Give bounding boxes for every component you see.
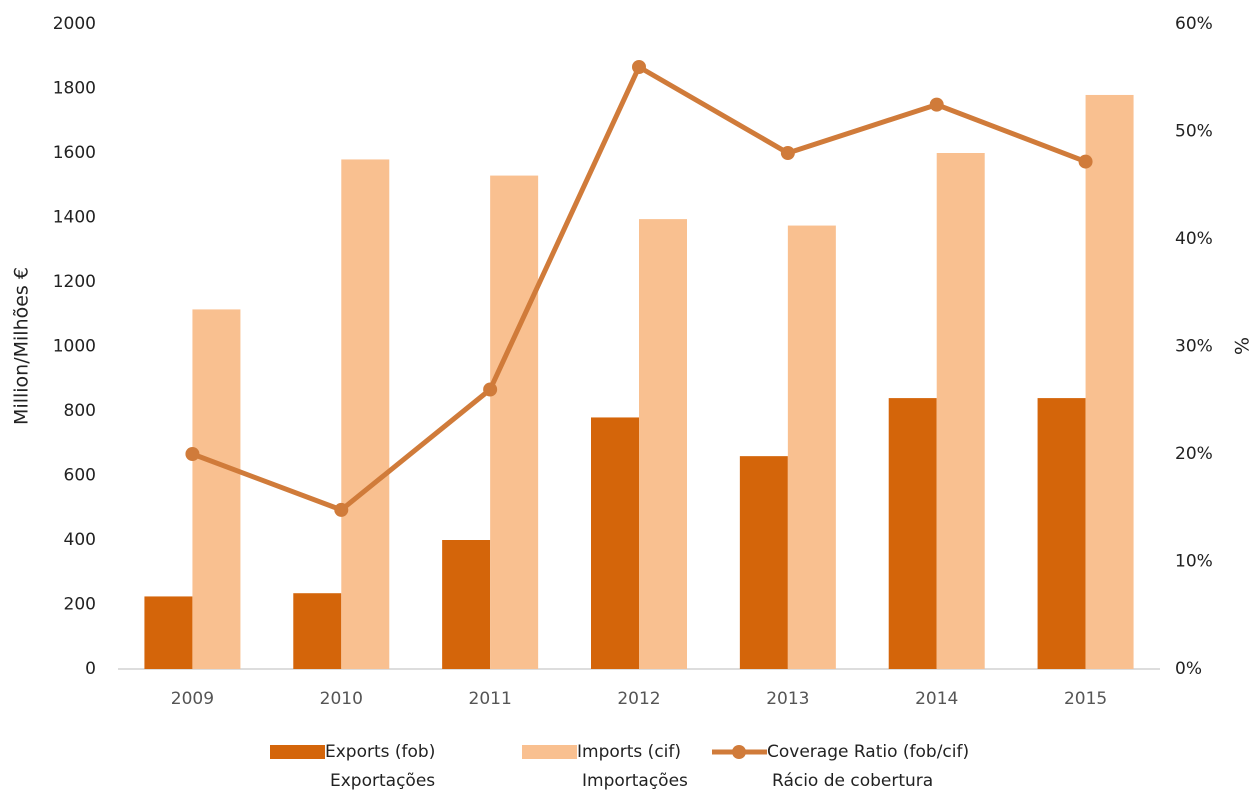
y-tick-label: 1000 [53,337,96,357]
y-tick-label: 600 [64,466,96,486]
bar [341,159,390,669]
y-tick-label: 2000 [53,14,96,34]
point [632,60,646,74]
y-tick-label: 400 [64,530,96,550]
legend-label: Rácio de cobertura [772,771,933,791]
y2-tick-label: 50% [1175,122,1213,142]
y-tick-label: 200 [64,595,96,615]
legend-swatch [270,745,325,759]
bar [639,219,687,670]
y-tick-label: 1600 [53,143,96,163]
legend-label: Imports (cif) [577,742,681,762]
y2-tick-label: 40% [1175,229,1213,249]
y-tick-label: 1400 [53,208,96,228]
bar [739,456,788,669]
y2-tick-label: 30% [1175,337,1213,357]
bar [192,309,241,669]
legend-swatch [522,745,577,759]
y-tick-label: 1800 [53,79,96,99]
y-tick-label: 1200 [53,272,96,292]
bar [936,153,985,669]
point [334,502,349,517]
legend-label: Importações [582,771,688,791]
x-tick-label: 2015 [1064,689,1107,709]
point [1078,154,1093,169]
bar [293,593,342,669]
x-tick-label: 2011 [469,689,512,709]
bar [888,398,937,669]
bar [787,225,836,669]
point [780,146,795,160]
legend-label: Coverage Ratio (fob/cif) [767,742,969,762]
x-tick-label: 2012 [617,689,660,709]
point [929,97,944,112]
y-tick-label: 800 [64,401,96,421]
bar [1037,398,1086,669]
point [185,447,200,461]
legend-label: Exportações [330,771,435,791]
bar [1085,94,1134,669]
bar [144,596,193,669]
y2-tick-label: 60% [1175,14,1213,34]
y2-tick-label: 20% [1175,444,1213,464]
y2-axis-title: % [1232,337,1254,355]
x-tick-label: 2010 [320,689,363,709]
x-tick-label: 2014 [915,689,958,709]
bar [490,175,539,669]
x-tick-label: 2009 [171,689,214,709]
y-axis-title: Million/Milhões € [11,267,33,425]
y2-tick-label: 10% [1175,552,1213,572]
x-tick-label: 2013 [766,689,809,709]
point [483,382,498,397]
bar [442,540,491,669]
bar [591,417,639,669]
y-tick-label: 0 [85,659,96,679]
legend-label: Exports (fob) [325,742,435,762]
legend-swatch [732,745,746,759]
y2-tick-label: 0% [1175,659,1202,679]
